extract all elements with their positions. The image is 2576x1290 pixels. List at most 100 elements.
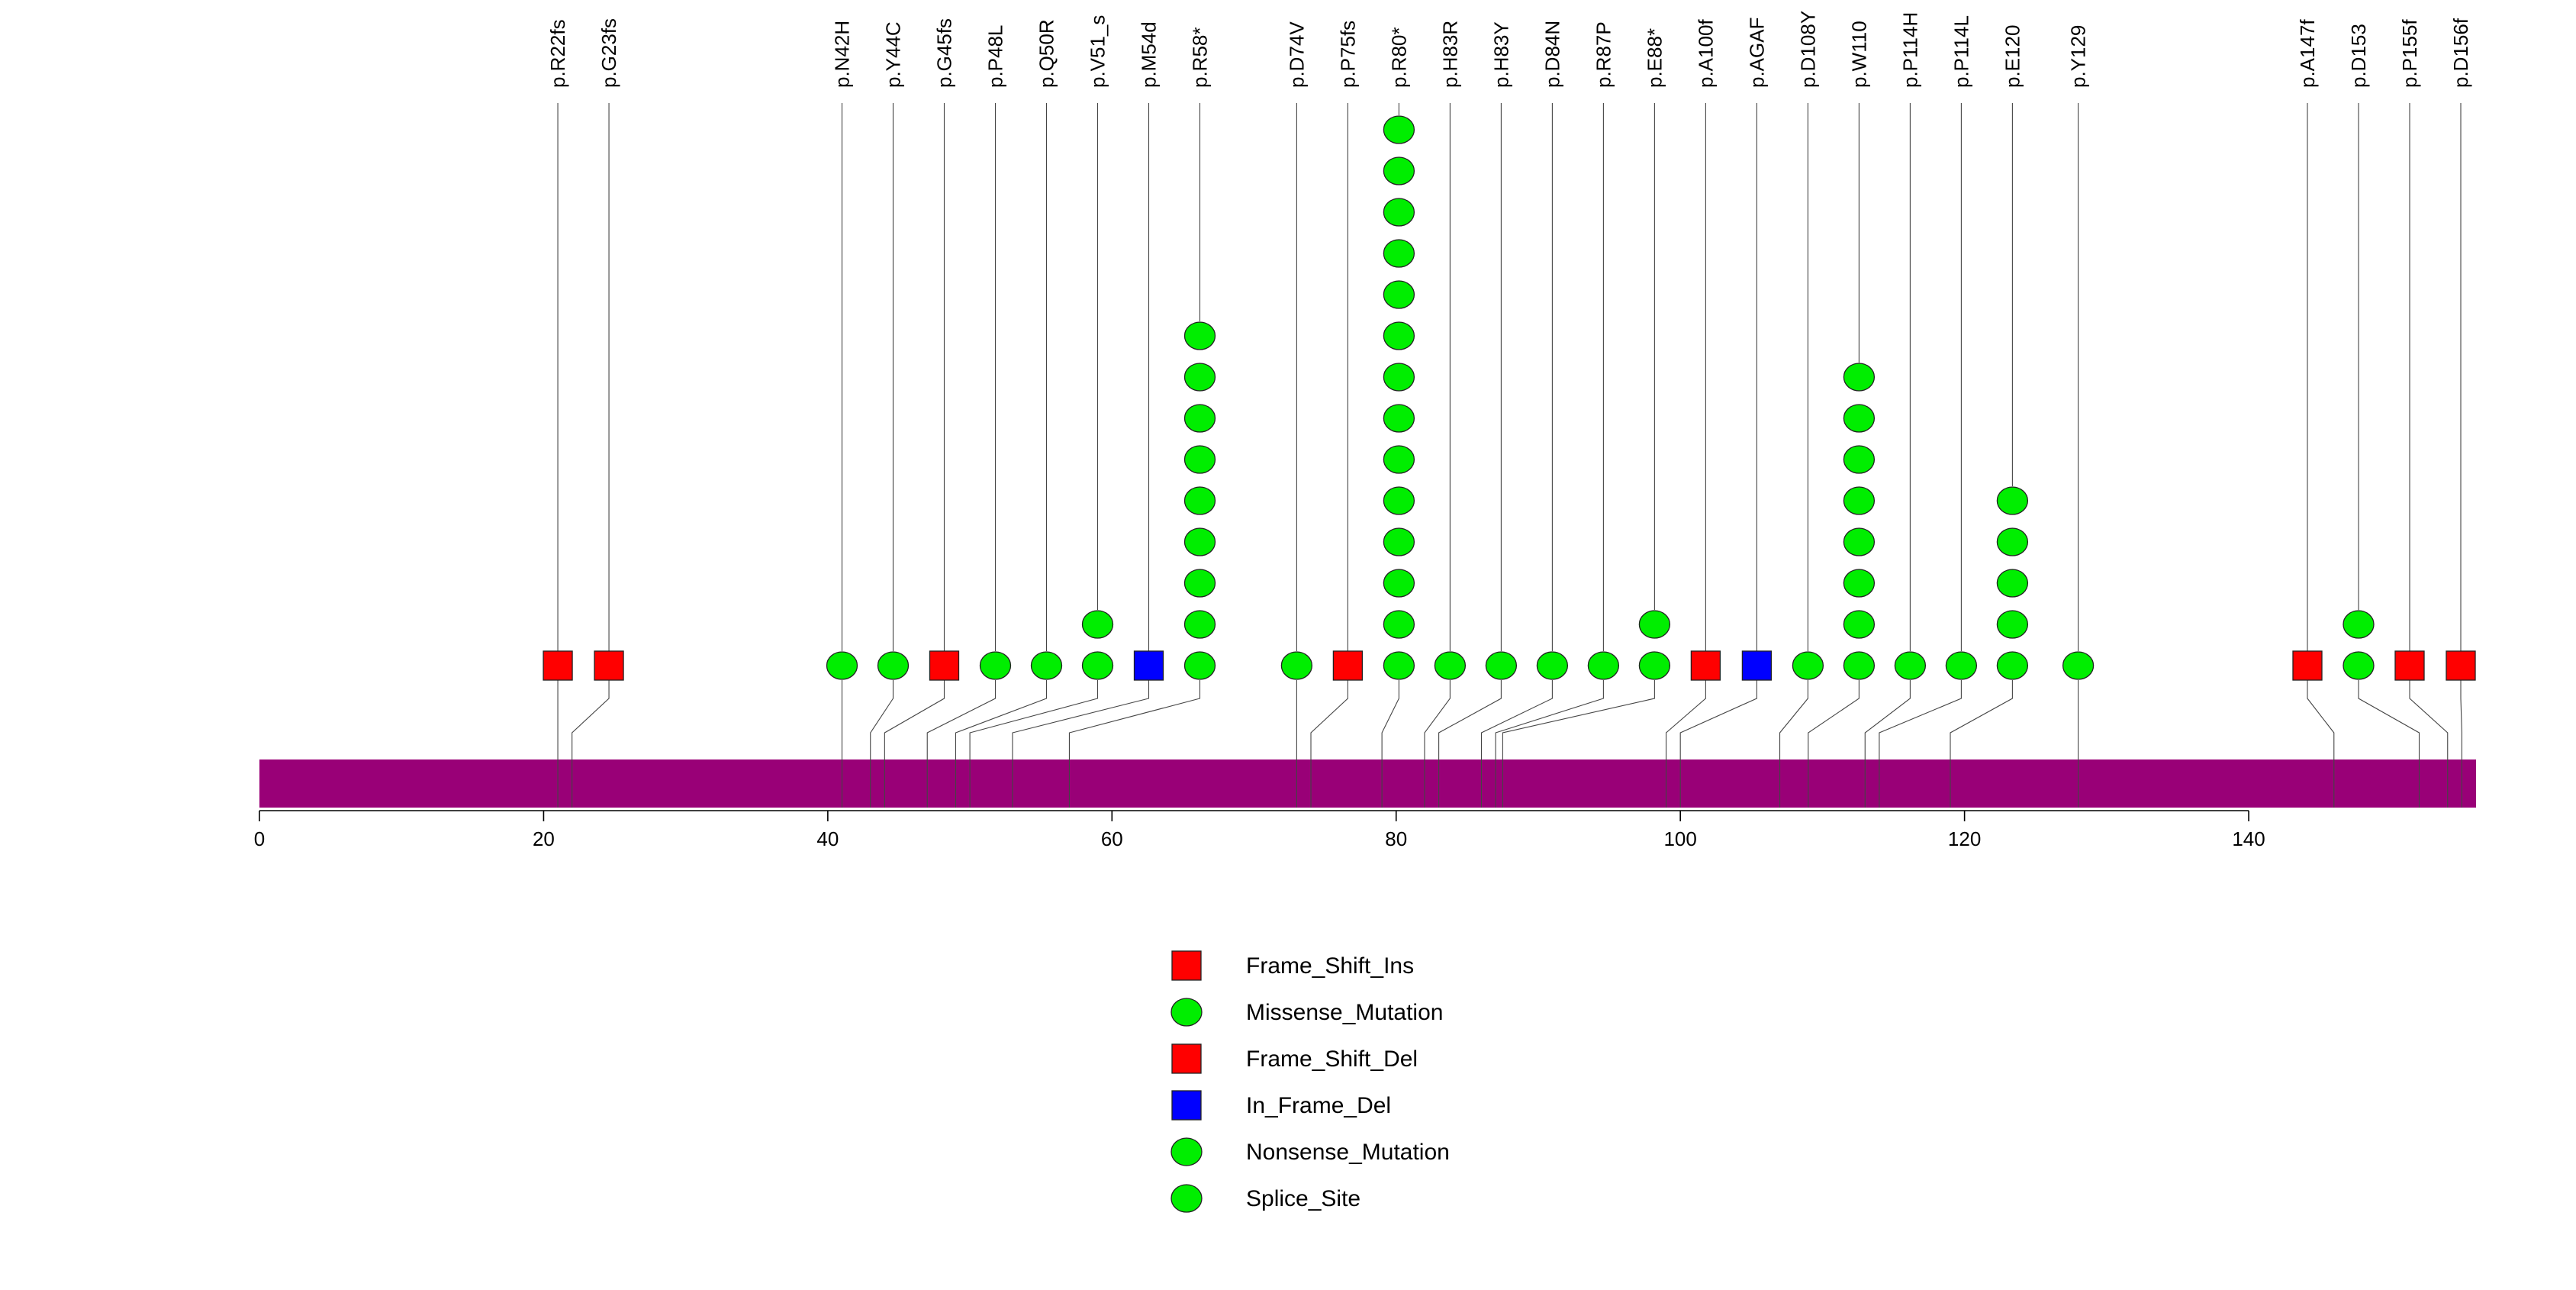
mutation-circle-marker xyxy=(1183,404,1216,433)
mutation-label: p.H83R xyxy=(1438,21,1461,88)
legend-circle-symbol xyxy=(1170,1184,1203,1213)
legend-circle-symbol xyxy=(1170,1137,1203,1166)
mutation-circle-marker xyxy=(1280,651,1313,680)
mutation-label: p.A147f xyxy=(2296,19,2319,88)
mutation-circle-marker xyxy=(1383,321,1415,350)
position-ticks xyxy=(557,759,2462,808)
legend-square-symbol xyxy=(1171,1043,1202,1074)
mutation-circle-marker xyxy=(1996,651,2029,680)
mutation-circle-marker xyxy=(1383,363,1415,392)
mutation-connector xyxy=(2358,680,2420,759)
mutation-label: p.P75fs xyxy=(1336,21,1359,88)
mutation-circle-marker xyxy=(1383,198,1415,227)
legend-label: Frame_Shift_Ins xyxy=(1246,953,1414,979)
mutation-circle-marker xyxy=(1183,445,1216,474)
mutation-circle-marker xyxy=(1081,651,1114,680)
mutation-label: p.M54d xyxy=(1137,21,1160,88)
mutation-connector xyxy=(1779,680,1808,759)
mutation-circle-marker xyxy=(1383,651,1415,680)
mutation-circle-marker xyxy=(1183,486,1216,515)
mutation-circle-marker xyxy=(1843,363,1876,392)
mutation-circle-marker xyxy=(1843,486,1876,515)
mutation-label: p.Y44C xyxy=(881,21,904,88)
x-axis: 0 20 40 60 80 100 120 140 xyxy=(254,810,2265,850)
mutation-circle-marker xyxy=(1183,321,1216,350)
mutation-label: p.P155f xyxy=(2398,19,2421,88)
axis-tick-label: 60 xyxy=(1101,827,1123,850)
mutation-circle-marker xyxy=(1081,610,1114,639)
mutation-square-marker xyxy=(543,650,573,681)
axis-tick-label: 20 xyxy=(533,827,555,850)
mutation-connector xyxy=(955,680,1048,759)
mutation-circle-marker xyxy=(1383,527,1415,556)
mutation-square-marker xyxy=(1133,650,1164,681)
mutation-square-marker xyxy=(1690,650,1721,681)
mutation-label: p.G45fs xyxy=(932,18,955,88)
mutation-square-marker xyxy=(929,650,960,681)
mutation-circle-marker xyxy=(1183,363,1216,392)
mutation-connector xyxy=(572,680,610,759)
mutation-connector xyxy=(1864,680,1911,759)
axis-tick-label: 100 xyxy=(1663,827,1696,850)
mutation-label: p.R22fs xyxy=(546,19,569,88)
mutation-circle-marker xyxy=(1843,404,1876,433)
mutation-connector xyxy=(870,680,894,759)
mutation-connector xyxy=(1381,680,1399,759)
mutation-connector xyxy=(1068,680,1201,759)
mutation-label: p.N42H xyxy=(830,21,853,88)
mutation-square-marker xyxy=(1332,650,1364,681)
mutation-connector xyxy=(1879,680,1962,759)
mutation-circle-marker xyxy=(1485,651,1518,680)
mutation-label: p.AGAF xyxy=(1745,18,1768,88)
axis-tick-label: 140 xyxy=(2232,827,2265,850)
mutation-square-marker xyxy=(1741,650,1773,681)
mutation-label: p.R80* xyxy=(1387,27,1410,89)
mutation-square-marker xyxy=(594,650,624,681)
mutation-circle-marker xyxy=(2343,651,2375,680)
mutation-circle-marker xyxy=(1383,486,1415,515)
mutation-label: p.D108Y xyxy=(1796,11,1819,88)
mutation-connector xyxy=(1310,680,1348,759)
mutation-circle-marker xyxy=(1383,115,1415,144)
mutation-label: p.P114L xyxy=(1950,15,1972,88)
mutation-circle-marker xyxy=(1638,651,1671,680)
mutation-label: p.E120 xyxy=(2001,25,2024,88)
mutation-circle-marker xyxy=(1383,404,1415,433)
mutation-circle-marker xyxy=(1843,445,1876,474)
mutation-connector xyxy=(1950,680,2013,759)
mutation-connector xyxy=(1480,680,1553,759)
axis-tick-label: 80 xyxy=(1385,827,1407,850)
mutation-label: p.D153 xyxy=(2347,24,2370,88)
connector-lines xyxy=(557,680,2462,759)
mutation-connector xyxy=(969,680,1099,759)
mutation-connector xyxy=(1679,680,1757,759)
mutation-circle-marker xyxy=(1383,280,1415,309)
axis-tick-label: 120 xyxy=(1948,827,1981,850)
mutation-circle-marker xyxy=(1383,569,1415,598)
mutation-square-marker xyxy=(2292,650,2323,681)
mutation-label: p.W110 xyxy=(1847,21,1870,88)
mutation-connector xyxy=(1012,680,1150,759)
protein-domain-bar xyxy=(259,759,2476,808)
mutation-circle-marker xyxy=(1030,651,1063,680)
mutation-circle-marker xyxy=(1183,610,1216,639)
mutation-connector xyxy=(2307,680,2335,759)
mutation-circle-marker xyxy=(1945,651,1978,680)
mutation-square-marker xyxy=(2446,650,2476,681)
mutation-circle-marker xyxy=(2343,610,2375,639)
mutation-connector xyxy=(884,680,945,759)
mutation-connector xyxy=(1495,680,1604,759)
legend-label: In_Frame_Del xyxy=(1246,1093,1391,1118)
legend-label: Splice_Site xyxy=(1246,1186,1360,1211)
mutation-label: p.A100f xyxy=(1694,19,1717,88)
mutation-circle-marker xyxy=(1587,651,1620,680)
mutation-label: p.Q50R xyxy=(1035,19,1058,88)
mutation-circle-marker xyxy=(1843,610,1876,639)
mutation-circle-marker xyxy=(1843,527,1876,556)
mutation-label: p.G23fs xyxy=(597,18,620,88)
mutation-label: p.P114H xyxy=(1898,12,1921,88)
mutation-circle-marker xyxy=(1383,445,1415,474)
mutation-circle-marker xyxy=(1536,651,1569,680)
mutation-circle-marker xyxy=(1996,610,2029,639)
